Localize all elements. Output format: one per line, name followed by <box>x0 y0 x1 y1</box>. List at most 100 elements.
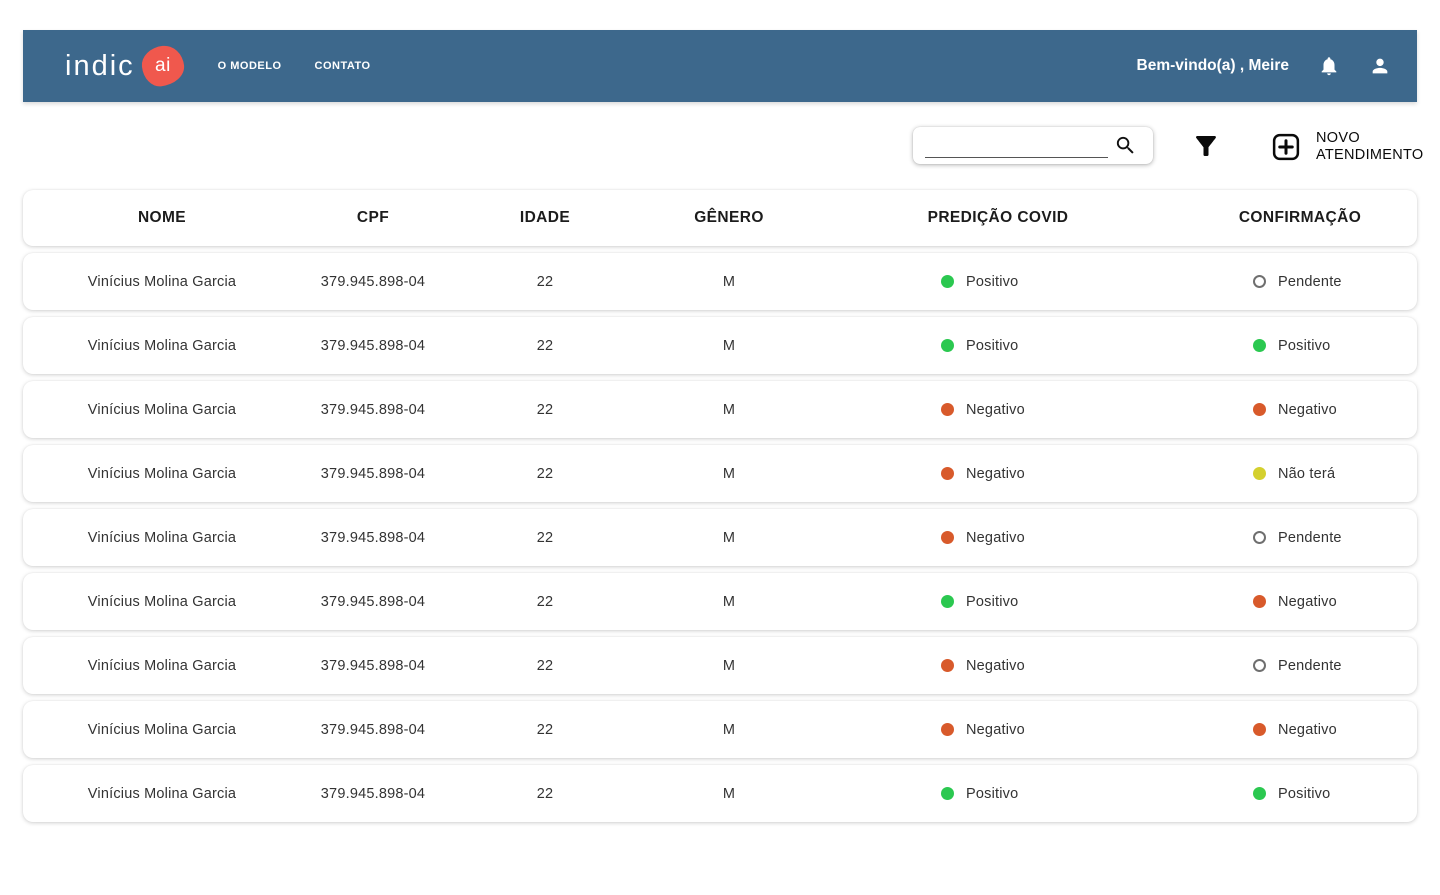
col-header-idade: IDADE <box>519 209 571 226</box>
user-icon[interactable] <box>1369 55 1391 77</box>
table-header-row: NOME CPF IDADE GÊNERO PREDIÇÃO COVID CON… <box>23 190 1417 246</box>
confirmation-label: Positivo <box>1278 337 1331 354</box>
col-header-confirmacao: CONFIRMAÇÃO <box>1238 209 1362 226</box>
cell-nome: Vinícius Molina Garcia <box>87 337 237 354</box>
cell-idade: 22 <box>536 657 554 674</box>
table-body: Vinícius Molina Garcia 379.945.898-04 22… <box>23 253 1417 822</box>
cell-confirmacao: Positivo <box>1183 338 1417 354</box>
cell-genero: M <box>722 465 736 482</box>
table-row[interactable]: Vinícius Molina Garcia 379.945.898-04 22… <box>23 381 1417 438</box>
confirmation-status-dot <box>1253 275 1266 288</box>
filter-icon[interactable] <box>1191 131 1221 161</box>
table-row[interactable]: Vinícius Molina Garcia 379.945.898-04 22… <box>23 445 1417 502</box>
new-atendimento-button[interactable]: NOVO ATENDIMENTO <box>1271 130 1424 164</box>
cell-idade: 22 <box>536 529 554 546</box>
bell-icon[interactable] <box>1318 55 1340 77</box>
prediction-label: Positivo <box>966 785 1019 802</box>
col-header-nome: NOME <box>137 209 187 226</box>
cell-predicao: Positivo <box>813 594 1183 610</box>
cell-genero: M <box>722 529 736 546</box>
logo-badge-text: ai <box>154 55 171 77</box>
prediction-label: Positivo <box>966 273 1019 290</box>
logo-ai-badge: ai <box>139 43 186 89</box>
table-row[interactable]: Vinícius Molina Garcia 379.945.898-04 22… <box>23 573 1417 630</box>
plus-icon <box>1272 133 1300 161</box>
table-row[interactable]: Vinícius Molina Garcia 379.945.898-04 22… <box>23 509 1417 566</box>
prediction-label: Negativo <box>966 401 1025 418</box>
cell-predicao: Positivo <box>813 274 1183 290</box>
logo-text: indic <box>65 49 135 82</box>
navbar-right: Bem-vindo(a) , Meire <box>1137 55 1391 77</box>
cell-confirmacao: Não terá <box>1183 466 1417 482</box>
prediction-label: Negativo <box>966 657 1025 674</box>
confirmation-status-dot <box>1253 723 1266 736</box>
app-logo[interactable]: indic ai <box>65 43 186 89</box>
cell-genero: M <box>722 337 736 354</box>
cell-predicao: Negativo <box>813 658 1183 674</box>
cell-nome: Vinícius Molina Garcia <box>87 657 237 674</box>
confirmation-label: Positivo <box>1278 785 1331 802</box>
cell-cpf: 379.945.898-04 <box>320 593 426 610</box>
cell-confirmacao: Pendente <box>1183 274 1417 290</box>
table-row[interactable]: Vinícius Molina Garcia 379.945.898-04 22… <box>23 253 1417 310</box>
cell-confirmacao: Positivo <box>1183 786 1417 802</box>
prediction-label: Negativo <box>966 721 1025 738</box>
confirmation-status-dot <box>1253 595 1266 608</box>
cell-nome: Vinícius Molina Garcia <box>87 721 237 738</box>
cell-cpf: 379.945.898-04 <box>320 273 426 290</box>
cell-cpf: 379.945.898-04 <box>320 337 426 354</box>
table-row[interactable]: Vinícius Molina Garcia 379.945.898-04 22… <box>23 637 1417 694</box>
col-header-genero: GÊNERO <box>694 209 764 226</box>
search-input[interactable] <box>925 133 1108 158</box>
prediction-label: Positivo <box>966 337 1019 354</box>
col-header-cpf: CPF <box>356 209 390 226</box>
prediction-status-dot <box>941 403 954 416</box>
cell-genero: M <box>722 657 736 674</box>
prediction-status-dot <box>941 467 954 480</box>
confirmation-label: Negativo <box>1278 721 1337 738</box>
cell-predicao: Negativo <box>813 402 1183 418</box>
cell-idade: 22 <box>536 337 554 354</box>
prediction-status-dot <box>941 659 954 672</box>
cell-idade: 22 <box>536 401 554 418</box>
search-box <box>913 127 1153 164</box>
table-row[interactable]: Vinícius Molina Garcia 379.945.898-04 22… <box>23 765 1417 822</box>
cell-cpf: 379.945.898-04 <box>320 465 426 482</box>
cell-predicao: Positivo <box>813 338 1183 354</box>
cell-idade: 22 <box>536 465 554 482</box>
cell-idade: 22 <box>536 785 554 802</box>
confirmation-label: Negativo <box>1278 593 1337 610</box>
search-icon[interactable] <box>1114 134 1137 157</box>
cell-cpf: 379.945.898-04 <box>320 657 426 674</box>
confirmation-status-dot <box>1253 403 1266 416</box>
prediction-label: Negativo <box>966 465 1025 482</box>
confirmation-label: Pendente <box>1278 529 1342 546</box>
cell-nome: Vinícius Molina Garcia <box>87 529 237 546</box>
cell-cpf: 379.945.898-04 <box>320 529 426 546</box>
table-row[interactable]: Vinícius Molina Garcia 379.945.898-04 22… <box>23 701 1417 758</box>
cell-nome: Vinícius Molina Garcia <box>87 593 237 610</box>
cell-genero: M <box>722 721 736 738</box>
cell-idade: 22 <box>536 721 554 738</box>
cell-cpf: 379.945.898-04 <box>320 721 426 738</box>
confirmation-status-dot <box>1253 467 1266 480</box>
cell-confirmacao: Negativo <box>1183 722 1417 738</box>
cell-predicao: Negativo <box>813 722 1183 738</box>
prediction-status-dot <box>941 595 954 608</box>
cell-cpf: 379.945.898-04 <box>320 401 426 418</box>
nav-link-o-modelo[interactable]: O MODELO <box>217 60 282 72</box>
cell-predicao: Negativo <box>813 530 1183 546</box>
confirmation-status-dot <box>1253 787 1266 800</box>
new-atendimento-line2: ATENDIMENTO <box>1316 147 1424 163</box>
confirmation-label: Pendente <box>1278 657 1342 674</box>
prediction-status-dot <box>941 339 954 352</box>
cell-idade: 22 <box>536 593 554 610</box>
welcome-text: Bem-vindo(a) , Meire <box>1136 57 1289 74</box>
table-row[interactable]: Vinícius Molina Garcia 379.945.898-04 22… <box>23 317 1417 374</box>
new-atendimento-label: NOVO ATENDIMENTO <box>1316 130 1424 164</box>
cell-nome: Vinícius Molina Garcia <box>87 465 237 482</box>
cell-nome: Vinícius Molina Garcia <box>87 401 237 418</box>
nav-link-contato[interactable]: CONTATO <box>314 60 371 72</box>
cell-predicao: Negativo <box>813 466 1183 482</box>
confirmation-status-dot <box>1253 531 1266 544</box>
